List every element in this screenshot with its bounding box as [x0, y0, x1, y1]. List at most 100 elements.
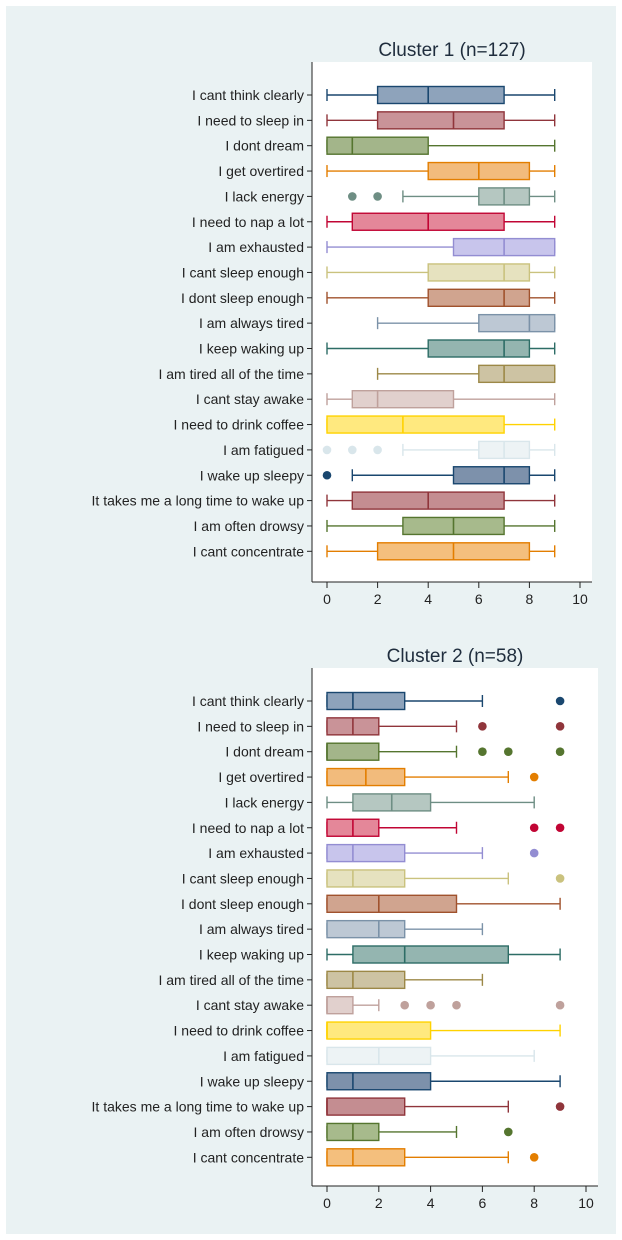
box-row: I need to drink coffee: [174, 1021, 561, 1040]
category-label: I wake up sleepy: [200, 1073, 304, 1089]
box-row: I am often drowsy: [194, 516, 556, 536]
box-row: It takes me a long time to wake up: [92, 1097, 565, 1116]
box-row: I cant think clearly: [192, 85, 556, 105]
category-label: I keep waking up: [199, 341, 304, 357]
box-row: I am exhausted: [208, 843, 539, 863]
box: [326, 1072, 432, 1091]
outlier-point: [555, 1102, 565, 1111]
box: [326, 691, 406, 711]
category-label: I am tired all of the time: [158, 972, 304, 988]
category-label: I am fatigued: [223, 1048, 304, 1064]
category-label: I need to drink coffee: [174, 417, 305, 433]
outlier-point: [322, 470, 332, 480]
box-row: I dont sleep enough: [181, 288, 556, 307]
box-row: I cant sleep enough: [182, 263, 556, 282]
box-row: I cant concentrate: [193, 542, 556, 561]
box: [376, 111, 505, 130]
category-label: I cant concentrate: [193, 1149, 305, 1165]
outlier-point: [348, 445, 357, 455]
figure-background: Cluster 1 (n=127) 0 2 4 6 8 10 I cant think cle…: [6, 6, 616, 1234]
box-row: I am fatigued: [223, 1046, 535, 1066]
box: [478, 313, 556, 333]
box-row: I keep waking up: [199, 945, 561, 964]
category-label: I lack energy: [225, 794, 304, 810]
box-row: I cant think clearly: [192, 691, 565, 711]
category-label: I am exhausted: [208, 845, 304, 861]
box: [326, 1148, 406, 1167]
outlier-point: [504, 747, 513, 756]
box: [427, 263, 531, 282]
x-tick-label: 6: [479, 1195, 487, 1211]
x-tick-label: 4: [424, 591, 432, 607]
outlier-point: [555, 747, 565, 756]
outlier-point: [426, 1000, 435, 1010]
outlier-point: [529, 772, 539, 782]
category-label: I need to sleep in: [197, 718, 304, 734]
box: [478, 364, 556, 384]
x-tick-label: 10: [572, 591, 588, 607]
box: [427, 288, 531, 307]
category-label: I dont sleep enough: [181, 290, 304, 306]
x-tick-label: 6: [475, 591, 483, 607]
x-tick-label: 0: [323, 1195, 331, 1211]
box: [326, 869, 406, 888]
outlier-point: [400, 1000, 410, 1010]
outlier-point: [478, 747, 487, 756]
chart-title: Cluster 1 (n=127): [378, 40, 525, 61]
panel-1: Cluster 1 (n=127) 0 2 4 6 8 10 I cant think cle…: [92, 40, 592, 607]
category-label: I cant concentrate: [193, 543, 305, 559]
box-row: I cant concentrate: [193, 1148, 539, 1167]
category-label: I am exhausted: [208, 239, 304, 255]
box-row: I get overtired: [218, 767, 539, 787]
box-row: I am always tired: [199, 313, 556, 333]
box: [326, 1021, 432, 1040]
box-row: I am often drowsy: [194, 1122, 513, 1142]
box: [326, 415, 505, 434]
box-row: I cant stay awake: [196, 996, 565, 1015]
box: [326, 1097, 406, 1116]
box-row: I need to sleep in: [197, 717, 565, 736]
category-label: I dont dream: [225, 138, 304, 154]
chart-title: Cluster 2 (n=58): [387, 646, 524, 667]
x-tick-label: 0: [323, 591, 331, 607]
box-row: It takes me a long time to wake up: [92, 491, 556, 510]
category-label: I lack energy: [225, 188, 304, 204]
box-row: I am fatigued: [223, 440, 556, 460]
box-row: I dont dream: [225, 136, 556, 155]
category-label: I cant think clearly: [192, 87, 304, 103]
box: [427, 339, 531, 358]
box-row: I cant sleep enough: [182, 869, 565, 888]
box: [326, 919, 406, 939]
box-row: I am tired all of the time: [158, 970, 484, 990]
box-row: I need to sleep in: [197, 111, 556, 130]
box-row: I need to drink coffee: [174, 415, 556, 434]
outlier-point: [348, 192, 357, 201]
outlier-point: [373, 192, 382, 201]
outlier-point: [478, 722, 487, 731]
category-label: I wake up sleepy: [200, 467, 304, 483]
box-row: I wake up sleepy: [200, 466, 556, 485]
x-tick-label: 10: [578, 1195, 594, 1211]
category-label: I need to sleep in: [197, 112, 304, 128]
outlier-point: [555, 823, 565, 833]
x-tick-label: 4: [427, 1195, 435, 1211]
category-label: I am often drowsy: [194, 518, 305, 534]
category-label: I get overtired: [218, 769, 304, 785]
category-label: I am often drowsy: [194, 1124, 305, 1140]
category-label: I need to drink coffee: [174, 1023, 305, 1039]
box-row: I dont sleep enough: [181, 894, 561, 913]
box-row: I need to nap a lot: [192, 212, 556, 231]
outlier-point: [555, 874, 565, 883]
category-label: I get overtired: [218, 163, 304, 179]
category-label: It takes me a long time to wake up: [92, 1099, 305, 1115]
box-row: I am tired all of the time: [158, 364, 556, 384]
outlier-point: [452, 1000, 461, 1010]
outlier-point: [555, 1000, 565, 1010]
box: [326, 742, 380, 761]
x-tick-label: 2: [375, 1195, 383, 1211]
box-row: I keep waking up: [199, 339, 556, 358]
box-row: I lack energy: [225, 793, 535, 812]
outlier-point: [529, 823, 539, 833]
panel-2: Cluster 2 (n=58) 0 2 4 6 8 10 I cant think clea…: [92, 646, 598, 1211]
category-label: I am fatigued: [223, 442, 304, 458]
